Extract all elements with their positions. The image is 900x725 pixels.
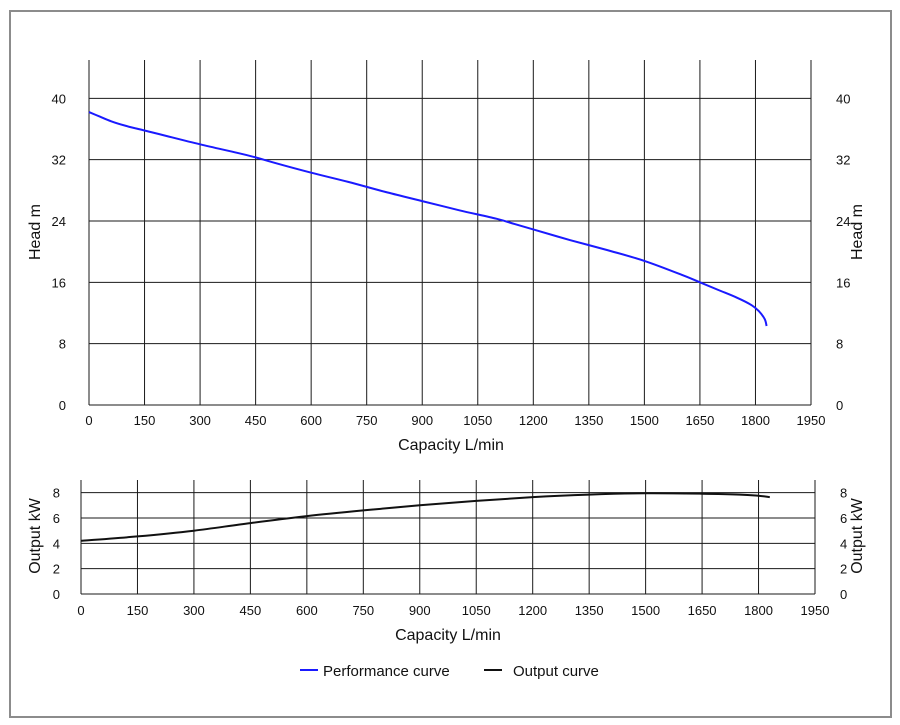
top-x-tick-label: 0 [85,413,92,428]
bottom-x-tick-label: 1050 [462,603,491,618]
top-y-tick-label-left: 32 [52,153,66,168]
top-x-tick-label: 1500 [630,413,659,428]
bottom-y-tick-label-right: 6 [840,511,847,526]
bottom-x-tick-label: 600 [296,603,318,618]
bottom-y-tick-label-right: 2 [840,562,847,577]
top-x-tick-label: 300 [189,413,211,428]
bottom-x-tick-label: 750 [352,603,374,618]
bottom-y-tick-label-left: 2 [53,562,60,577]
top-x-tick-label: 1350 [574,413,603,428]
top-x-tick-label: 1050 [463,413,492,428]
top-y-tick-label-left: 0 [59,398,66,413]
bottom-y-tick-label-right: 4 [840,536,847,551]
bottom-y-tick-label-left: 4 [53,536,60,551]
top-y-tick-label-right: 32 [836,153,850,168]
top-ylabel-left: Head m [27,204,44,260]
top-ylabel-right: Head m [849,204,866,260]
bottom-x-tick-label: 1200 [518,603,547,618]
top-x-tick-label: 450 [245,413,267,428]
bottom-ylabel-right: Output kW [849,497,866,573]
top-y-tick-label-left: 24 [52,214,66,229]
bottom-x-tick-label: 1650 [688,603,717,618]
top-y-tick-label-left: 8 [59,337,66,352]
legend-label-performance: Performance curve [323,663,450,680]
bottom-y-tick-label-right: 0 [840,587,847,602]
bottom-x-tick-label: 900 [409,603,431,618]
bottom-y-tick-label-left: 0 [53,587,60,602]
top-x-tick-label: 1800 [741,413,770,428]
bottom-x-tick-label: 450 [240,603,262,618]
bottom-chart: 0 150 300 450 600 750 900 1050 1200 1350 1500 1650 1… [53,480,847,618]
bottom-y-tick-label-left: 6 [53,511,60,526]
bottom-y-tick-label-left: 8 [53,486,60,501]
top-x-tick-label: 1650 [685,413,714,428]
top-x-tick-label: 150 [134,413,156,428]
top-y-tick-label-left: 40 [52,91,66,106]
bottom-x-tick-label: 1950 [801,603,830,618]
bottom-x-tick-label: 1800 [744,603,773,618]
top-y-tick-label-right: 40 [836,91,850,106]
legend-label-output: Output curve [513,663,599,680]
top-chart: 0 150 300 450 600 750 900 1050 1200 1350 1500 1650 1… [52,60,850,428]
bottom-y-tick-label-right: 8 [840,486,847,501]
bottom-x-tick-label: 0 [77,603,84,618]
top-y-tick-label-right: 8 [836,337,843,352]
top-x-tick-label: 750 [356,413,378,428]
chart-frame [9,10,892,718]
top-y-tick-label-right: 0 [836,398,843,413]
bottom-x-tick-label: 1500 [631,603,660,618]
series-line-output-curve [80,492,770,542]
bottom-x-tick-label: 1350 [575,603,604,618]
top-x-tick-label: 600 [300,413,322,428]
bottom-x-tick-label: 150 [127,603,149,618]
top-x-tick-label: 900 [411,413,433,428]
series-line-performance-curve [88,111,768,327]
bottom-xlabel: Capacity L/min [395,627,501,644]
top-x-tick-label: 1200 [519,413,548,428]
top-y-tick-label-right: 24 [836,214,850,229]
bottom-x-tick-label: 300 [183,603,205,618]
top-xlabel: Capacity L/min [398,437,504,454]
bottom-ylabel-left: Output kW [27,497,44,573]
top-y-tick-label-right: 16 [836,275,850,290]
top-x-tick-label: 1950 [797,413,826,428]
top-y-tick-label-left: 16 [52,275,66,290]
